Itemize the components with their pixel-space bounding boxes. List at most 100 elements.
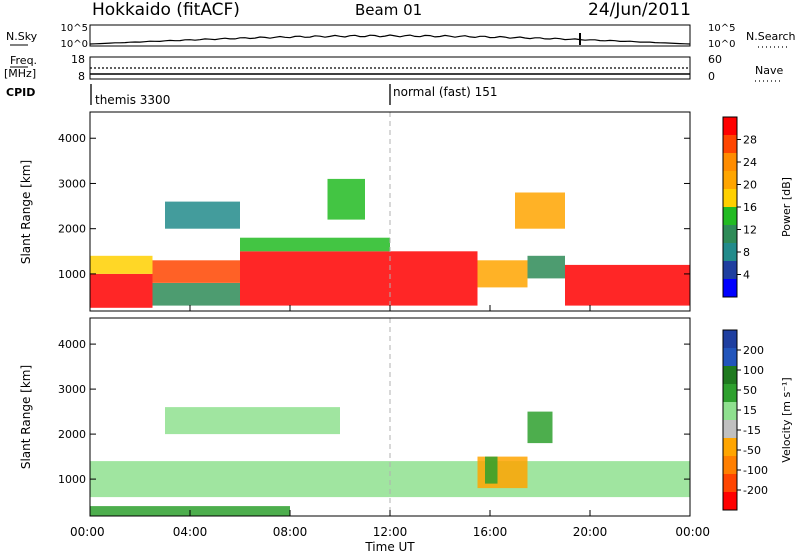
velocity-colorbar-ticks: 200 100 50 15 -15 -50 -100 -200 [737, 344, 768, 497]
colorbar-cell-9 [723, 279, 737, 298]
velocity-yticks: 1000 2000 3000 4000 [58, 338, 690, 486]
freq-panel: Freq. [MHz] 18 8 60 0 Nave [4, 53, 783, 83]
colorbar-tick-label-0: 28 [743, 134, 757, 147]
colorbar-cell-7 [723, 456, 737, 475]
sky-panel-frame [89, 24, 691, 47]
time-axis-ticks: 00:00 04:00 08:00 12:00 16:00 20:00 00:00 [70, 510, 710, 539]
power-region-7 [327, 178, 365, 220]
velocity-region-1 [165, 407, 340, 435]
power-panel: 1000 2000 3000 4000 Slant Range [km] [19, 111, 691, 312]
sky-ytick-right-top: 10^5 [708, 23, 735, 34]
time-tick-label-6: 00:00 [675, 525, 710, 539]
cpid-program-2: normal (fast) 151 [393, 85, 497, 99]
colorbar-cell-4 [723, 189, 737, 208]
nave-right-label: Nave [755, 64, 783, 77]
power-yticks: 1000 2000 3000 4000 [58, 132, 690, 281]
velocity-ytick-label-3: 4000 [58, 338, 86, 351]
power-colorbar: 28 24 20 16 12 8 4 Power [dB] [722, 116, 793, 298]
colorbar-cell-0 [723, 330, 737, 349]
velocity-colorbar-title: Velocity [m s⁻¹] [780, 377, 793, 462]
power-colorbar-cells [723, 117, 737, 298]
power-xtickmarks [89, 305, 691, 311]
power-region-4 [165, 201, 240, 229]
power-region-0 [90, 273, 153, 308]
velocity-colorbar-cells [723, 330, 737, 511]
colorbar-tick-label-6: 4 [743, 269, 750, 282]
colorbar-tick-label-6: -100 [743, 464, 768, 477]
power-region-9 [477, 260, 528, 288]
colorbar-tick-label-3: 15 [743, 404, 757, 417]
colorbar-tick-label-5: -50 [743, 444, 761, 457]
sky-panel: N.Sky 10^5 10^0 10^5 10^0 N.Search [6, 23, 796, 50]
colorbar-cell-9 [723, 492, 737, 511]
colorbar-cell-7 [723, 243, 737, 262]
time-tick-label-2: 08:00 [273, 525, 308, 539]
power-ytick-label-2: 3000 [58, 177, 86, 190]
colorbar-tick-label-1: 100 [743, 364, 764, 377]
sky-ytick-left-top: 10^5 [61, 23, 88, 34]
colorbar-tick-label-1: 24 [743, 156, 757, 169]
sky-ytick-left-bottom: 10^0 [61, 39, 88, 50]
colorbar-cell-3 [723, 384, 737, 403]
colorbar-tick-label-2: 50 [743, 384, 757, 397]
colorbar-cell-2 [723, 153, 737, 172]
power-region-1 [90, 255, 153, 274]
power-region-10 [527, 255, 565, 279]
cpid-program-1: themis 3300 [95, 93, 170, 107]
colorbar-cell-5 [723, 207, 737, 226]
power-ytick-label-0: 1000 [58, 268, 86, 281]
power-region-8 [390, 251, 478, 306]
time-tick-label-0: 00:00 [70, 525, 105, 539]
power-region-12 [515, 192, 565, 229]
beam-label: Beam 01 [355, 1, 422, 19]
power-region-6 [240, 237, 390, 252]
nave-ytick-right-bottom: 0 [708, 70, 715, 83]
velocity-panel: 1000 2000 3000 4000 00:00 04:00 08:00 12:00 16:… [19, 317, 710, 554]
power-region-2 [152, 283, 240, 306]
colorbar-cell-1 [723, 348, 737, 367]
sky-count-trace [89, 34, 691, 45]
time-axis-label: Time UT [364, 540, 415, 554]
velocity-ylabel: Slant Range [km] [19, 365, 33, 469]
colorbar-tick-label-4: 12 [743, 224, 757, 237]
colorbar-cell-6 [723, 225, 737, 244]
velocity-region-4 [527, 411, 553, 444]
colorbar-tick-label-5: 8 [743, 246, 750, 259]
time-tick-label-1: 04:00 [173, 525, 208, 539]
power-heatmap-cells [90, 178, 690, 308]
colorbar-cell-2 [723, 366, 737, 385]
power-ylabel: Slant Range [km] [19, 160, 33, 264]
time-tick-label-5: 20:00 [573, 525, 608, 539]
colorbar-tick-label-7: -200 [743, 484, 768, 497]
velocity-ytick-label-2: 3000 [58, 383, 86, 396]
colorbar-tick-label-3: 16 [743, 201, 757, 214]
power-region-5 [240, 251, 390, 306]
time-tick-label-4: 16:00 [473, 525, 508, 539]
figure-title: Hokkaido (fitACF) [92, 0, 240, 20]
colorbar-cell-0 [723, 117, 737, 136]
time-tick-label-3: 12:00 [373, 525, 408, 539]
colorbar-cell-8 [723, 474, 737, 493]
colorbar-cell-3 [723, 171, 737, 190]
velocity-region-3 [485, 456, 498, 484]
colorbar-cell-5 [723, 420, 737, 439]
nave-ytick-right-top: 60 [708, 53, 722, 66]
sky-ytick-right-bottom: 10^0 [708, 39, 735, 50]
freq-left-label: Freq. [10, 54, 37, 67]
power-colorbar-title: Power [dB] [780, 177, 793, 237]
colorbar-cell-4 [723, 402, 737, 421]
colorbar-tick-label-4: -15 [743, 424, 761, 437]
power-ytick-label-1: 2000 [58, 223, 86, 236]
colorbar-cell-1 [723, 135, 737, 154]
velocity-ytick-label-0: 1000 [58, 473, 86, 486]
freq-ytick-left-bottom: 8 [78, 70, 85, 83]
power-region-11 [565, 264, 690, 306]
colorbar-cell-6 [723, 438, 737, 457]
colorbar-cell-8 [723, 261, 737, 280]
velocity-colorbar: 200 100 50 15 -15 -50 -100 -200 Velocity [m s⁻¹… [722, 329, 793, 511]
power-colorbar-ticks: 28 24 20 16 12 8 4 [737, 134, 757, 282]
freq-ytick-left-top: 18 [71, 53, 85, 66]
date-label: 24/Jun/2011 [588, 0, 691, 20]
velocity-ytick-label-1: 2000 [58, 428, 86, 441]
